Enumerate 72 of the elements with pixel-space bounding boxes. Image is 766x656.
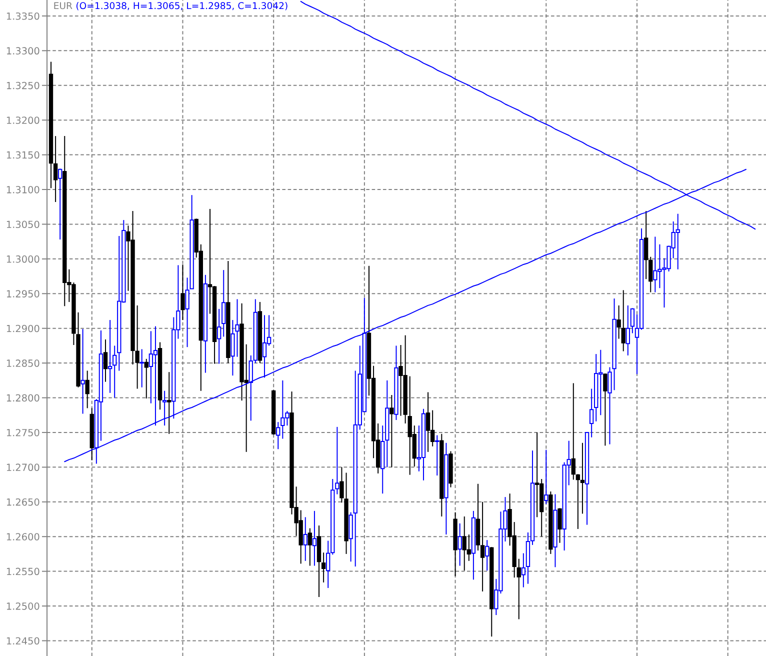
candlestick: [326, 540, 330, 588]
candlestick: [458, 522, 462, 566]
candlestick: [608, 366, 612, 445]
y-tick-label: 1.2550: [6, 568, 40, 576]
candlestick: [621, 290, 626, 352]
y-tick-label: 1.2750: [6, 428, 40, 436]
candlestick: [576, 474, 580, 530]
y-tick-label: 1.3000: [6, 255, 40, 263]
candlestick: [390, 394, 394, 468]
candlestick: [430, 410, 435, 447]
y-tick-label: 1.2500: [6, 602, 40, 610]
candlestick: [321, 552, 326, 583]
candlestick: [216, 308, 222, 364]
candlestick: [222, 270, 226, 338]
candlestick: [276, 422, 280, 450]
candlestick: [335, 426, 340, 495]
y-tick-label: 1.2450: [6, 637, 40, 645]
candlestick: [571, 382, 576, 480]
chart-title: EUR: [54, 2, 72, 10]
candlestick: [589, 388, 594, 438]
y-tick-label: 1.2800: [6, 394, 40, 402]
candlestick: [303, 516, 308, 562]
y-tick-label: 1.2700: [6, 464, 40, 472]
candlestick: [180, 264, 185, 321]
candlestick: [262, 314, 267, 378]
candlestick: [103, 338, 108, 382]
candlestick: [348, 512, 353, 562]
y-tick-label: 1.3300: [6, 47, 40, 55]
y-tick-label: 1.3350: [6, 12, 40, 20]
candlestick: [167, 372, 172, 434]
candlestick: [426, 392, 430, 452]
candlestick: [340, 466, 344, 504]
y-tick-label: 1.3100: [6, 186, 40, 194]
candlestick: [466, 534, 472, 562]
candlestick: [144, 358, 148, 399]
candlestick: [630, 308, 635, 334]
chart-subtitle: (O=1.3038, H=1.3065, L=1.2985, C=1.3042): [76, 2, 288, 10]
candlestick: [58, 168, 62, 240]
y-tick-label: 1.3250: [6, 82, 40, 90]
y-tick-label: 1.3150: [6, 151, 40, 159]
candlestick: [480, 501, 485, 592]
y-tick-label: 1.3050: [6, 220, 40, 228]
candlestick: [162, 390, 167, 426]
candlestick: [580, 442, 585, 514]
candlestick: [85, 370, 90, 409]
candlestick: [80, 328, 85, 414]
y-tick-label: 1.2950: [6, 290, 40, 298]
y-tick-label: 1.3200: [6, 116, 40, 124]
candlestick: [140, 348, 144, 388]
candlestick: [435, 434, 440, 476]
candlestick: [558, 508, 562, 544]
candlestick: [626, 304, 630, 356]
y-tick-label: 1.2650: [6, 498, 40, 506]
candlestick: [148, 330, 154, 404]
candlestick: [521, 552, 526, 588]
candlestick: [484, 540, 490, 572]
y-tick-label: 1.2850: [6, 360, 40, 367]
y-tick-label: 1.2600: [6, 533, 40, 540]
candlestick: [112, 345, 117, 398]
candlestick: [312, 510, 317, 566]
candlestick: [648, 256, 653, 293]
candlestick: [544, 449, 548, 504]
candlestick: [603, 372, 608, 446]
candlestick: [534, 432, 540, 518]
candlestick: [153, 326, 158, 426]
candlestick: [516, 558, 521, 620]
candlestick: [616, 304, 621, 340]
candlestick: [644, 210, 648, 280]
candlestick: [53, 136, 58, 203]
y-tick-label: 1.2900: [6, 324, 40, 332]
candlestick: [108, 320, 112, 394]
candlestick: [308, 528, 312, 566]
